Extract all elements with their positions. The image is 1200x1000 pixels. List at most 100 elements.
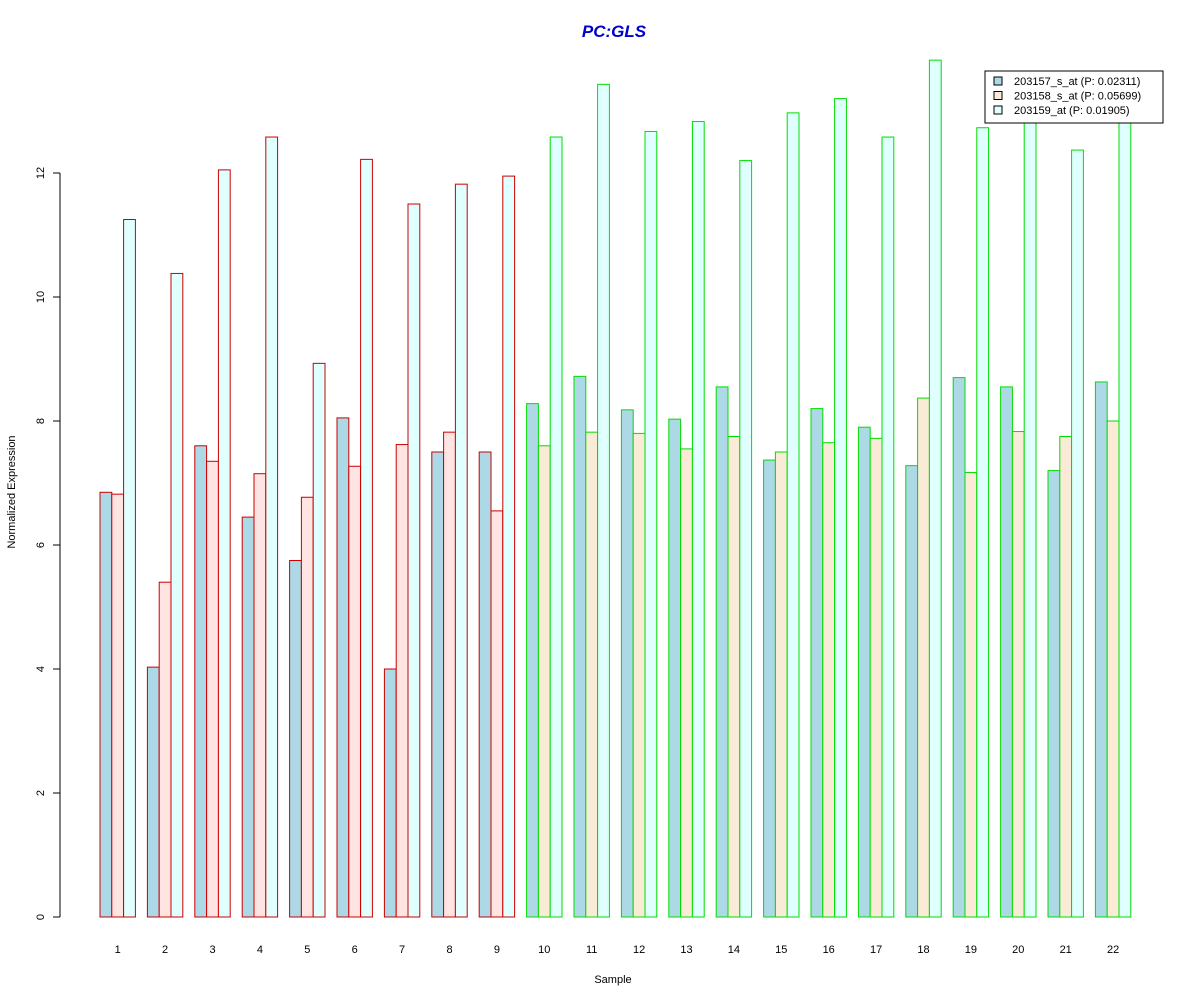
x-tick-label: 21 — [1060, 944, 1072, 956]
bar-sample-9-series-1 — [478, 451, 492, 918]
bar-sample-13-series-1 — [668, 418, 682, 918]
bar-sample-8-series-1 — [431, 451, 445, 918]
bar-sample-11-series-1 — [573, 375, 587, 918]
bar-sample-15-series-2 — [774, 451, 788, 918]
bar-sample-21-series-2 — [1059, 436, 1073, 918]
legend-label: 203157_s_at (P: 0.02311) — [1014, 76, 1140, 88]
bar-sample-16-series-2 — [822, 442, 836, 918]
bar-sample-19-series-2 — [964, 471, 978, 918]
x-tick-label: 16 — [823, 944, 835, 956]
bar-sample-19-series-3 — [976, 127, 990, 918]
y-tick-label: 4 — [35, 666, 47, 672]
bar-sample-1-series-3 — [123, 219, 136, 918]
bar-sample-3-series-2 — [206, 460, 219, 918]
y-tick-label: 12 — [35, 167, 47, 179]
bar-sample-6-series-3 — [360, 158, 373, 918]
bar-sample-15-series-1 — [763, 459, 776, 918]
bar-sample-7-series-3 — [407, 203, 421, 918]
bar-sample-18-series-3 — [928, 59, 942, 918]
y-axis: 0 2 4 6 8 10 12 — [35, 167, 61, 920]
bar-sample-10-series-1 — [526, 403, 539, 918]
bar-sample-1-series-1 — [99, 491, 113, 918]
bar-sample-6-series-1 — [336, 417, 350, 918]
x-tick-label: 20 — [1012, 944, 1024, 956]
bar-sample-11-series-3 — [597, 83, 610, 918]
bar-sample-22-series-3 — [1118, 116, 1132, 918]
bar-sample-22-series-1 — [1094, 381, 1108, 918]
x-tick-label: 8 — [446, 944, 452, 956]
bar-sample-4-series-1 — [241, 516, 255, 918]
bar-sample-10-series-3 — [549, 136, 563, 918]
x-tick-label: 9 — [494, 944, 500, 956]
x-tick-labels: 1 2 3 4 5 6 7 8 9 10 11 12 13 14 15 16 17 18 19 20 21 22 — [115, 944, 1120, 956]
bar-sample-5-series-2 — [300, 496, 314, 918]
bar-sample-20-series-2 — [1011, 431, 1025, 918]
y-tick-label: 8 — [35, 418, 47, 424]
y-tick-label: 2 — [35, 790, 47, 796]
bar-sample-1-series-2 — [111, 493, 125, 918]
bar-sample-20-series-3 — [1023, 119, 1037, 918]
bar-sample-6-series-2 — [348, 465, 362, 918]
x-tick-label: 10 — [538, 944, 550, 956]
bar-sample-17-series-2 — [869, 437, 883, 918]
bar-sample-3-series-3 — [217, 169, 231, 918]
bar-sample-12-series-1 — [620, 409, 634, 918]
legend-swatch — [993, 76, 1003, 86]
x-tick-label: 19 — [965, 944, 977, 956]
x-tick-label: 3 — [209, 944, 215, 956]
bar-sample-7-series-2 — [395, 444, 409, 918]
bar-sample-4-series-3 — [265, 136, 279, 918]
bar-sample-12-series-3 — [644, 130, 658, 918]
bar-sample-13-series-3 — [691, 121, 705, 918]
y-tick-label: 10 — [35, 291, 47, 303]
x-tick-label: 1 — [115, 944, 121, 956]
x-axis-title: Sample — [594, 974, 631, 986]
bar-sample-2-series-1 — [146, 666, 160, 918]
bars — [99, 59, 1132, 918]
bar-sample-9-series-2 — [490, 510, 504, 918]
y-axis-title: Normalized Expression — [6, 435, 18, 548]
bar-sample-15-series-3 — [786, 112, 800, 918]
x-tick-label: 14 — [728, 944, 740, 956]
x-tick-label: 2 — [162, 944, 168, 956]
x-tick-label: 12 — [633, 944, 645, 956]
legend: 203157_s_at (P: 0.02311) 203158_s_at (P: … — [984, 70, 1164, 124]
x-tick-label: 11 — [586, 944, 597, 956]
bar-sample-14-series-3 — [739, 160, 753, 918]
bar-sample-16-series-3 — [834, 98, 847, 918]
x-tick-label: 18 — [917, 944, 929, 956]
bar-sample-13-series-2 — [680, 448, 693, 918]
bar-sample-18-series-2 — [917, 397, 930, 918]
x-tick-label: 22 — [1107, 944, 1119, 956]
x-tick-label: 13 — [680, 944, 692, 956]
bar-sample-22-series-2 — [1106, 420, 1120, 918]
legend-swatch — [993, 105, 1003, 115]
x-tick-label: 5 — [304, 944, 310, 956]
bar-sample-3-series-1 — [194, 445, 208, 918]
chart-title: PC:GLS — [582, 22, 647, 41]
bar-sample-12-series-2 — [632, 432, 646, 918]
bar-sample-9-series-3 — [502, 175, 516, 918]
x-tick-label: 17 — [870, 944, 882, 956]
bar-sample-8-series-2 — [443, 431, 456, 918]
bar-sample-14-series-2 — [727, 436, 741, 918]
bar-sample-8-series-3 — [454, 183, 468, 918]
bar-sample-5-series-1 — [289, 560, 302, 918]
bar-sample-21-series-3 — [1071, 149, 1084, 918]
bar-sample-14-series-1 — [715, 386, 729, 918]
x-tick-label: 4 — [257, 944, 263, 956]
bar-sample-17-series-1 — [857, 426, 871, 918]
legend-label: 203159_at (P: 0.01905) — [1014, 105, 1130, 117]
bar-sample-16-series-1 — [810, 408, 824, 918]
bar-sample-2-series-3 — [170, 272, 184, 918]
x-tick-label: 6 — [352, 944, 358, 956]
x-tick-label: 15 — [775, 944, 787, 956]
bar-sample-2-series-2 — [158, 581, 172, 918]
bar-sample-5-series-3 — [312, 362, 326, 918]
y-tick-label: 6 — [35, 542, 47, 548]
legend-label: 203158_s_at (P: 0.05699) — [1014, 91, 1141, 103]
bar-sample-17-series-3 — [881, 136, 895, 918]
bar-sample-19-series-1 — [952, 377, 966, 918]
y-tick-label: 0 — [35, 914, 47, 920]
bar-sample-10-series-2 — [537, 445, 551, 918]
